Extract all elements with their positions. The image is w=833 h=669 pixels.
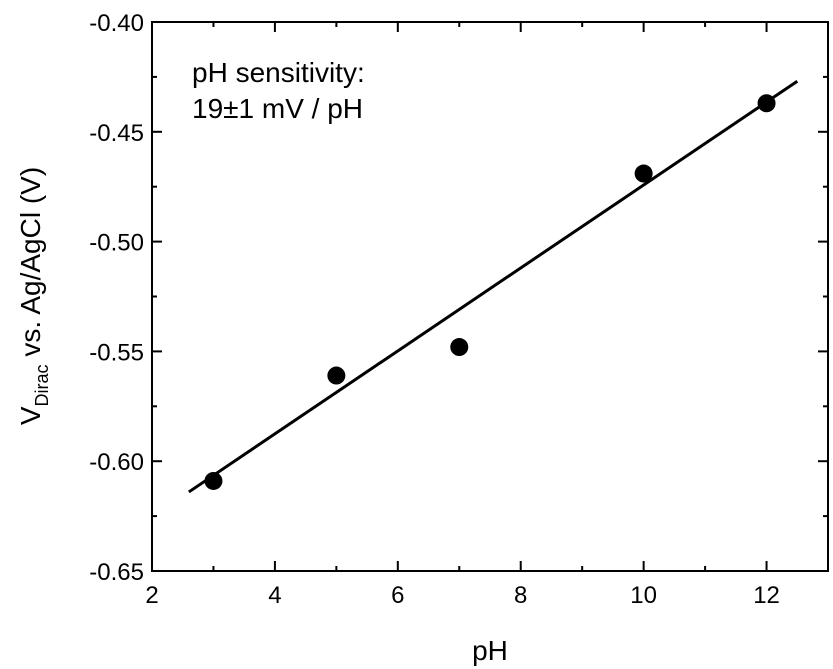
data-points bbox=[204, 94, 776, 490]
y-tick-label: -0.50 bbox=[89, 230, 144, 257]
y-tick-label: -0.40 bbox=[89, 10, 144, 37]
x-tick-label: 10 bbox=[630, 582, 657, 609]
annotation-line-1: pH sensitivity: bbox=[192, 57, 365, 88]
annotation-line-2: 19±1 mV / pH bbox=[192, 93, 363, 124]
data-point bbox=[204, 471, 223, 490]
fit-line bbox=[188, 80, 799, 494]
y-axis-label-subscript: Dirac bbox=[32, 364, 52, 406]
x-tick-label: 6 bbox=[391, 582, 404, 609]
x-tick-label: 2 bbox=[145, 582, 158, 609]
data-point bbox=[757, 94, 776, 113]
data-point bbox=[327, 366, 346, 385]
y-tick-label: -0.60 bbox=[89, 449, 144, 476]
y-axis-label: VDirac vs. Ag/AgCl (V) bbox=[15, 167, 52, 425]
y-tick-label: -0.55 bbox=[89, 339, 144, 366]
y-axis-label-rest: vs. Ag/AgCl (V) bbox=[15, 167, 46, 365]
x-tick-label: 4 bbox=[268, 582, 281, 609]
x-tick-labels: 2 4 6 8 10 12 bbox=[145, 582, 780, 609]
y-axis-label-main: V bbox=[15, 406, 46, 425]
x-tick-label: 8 bbox=[514, 582, 527, 609]
data-point bbox=[450, 338, 469, 357]
y-tick-label: -0.45 bbox=[89, 120, 144, 147]
y-tick-labels: -0.65 -0.60 -0.55 -0.50 -0.45 -0.40 bbox=[89, 10, 144, 586]
x-tick-label: 12 bbox=[753, 582, 780, 609]
axis-ticks bbox=[151, 21, 828, 572]
x-axis-label: pH bbox=[472, 635, 508, 666]
data-point bbox=[634, 164, 653, 183]
y-tick-label: -0.65 bbox=[89, 559, 144, 586]
